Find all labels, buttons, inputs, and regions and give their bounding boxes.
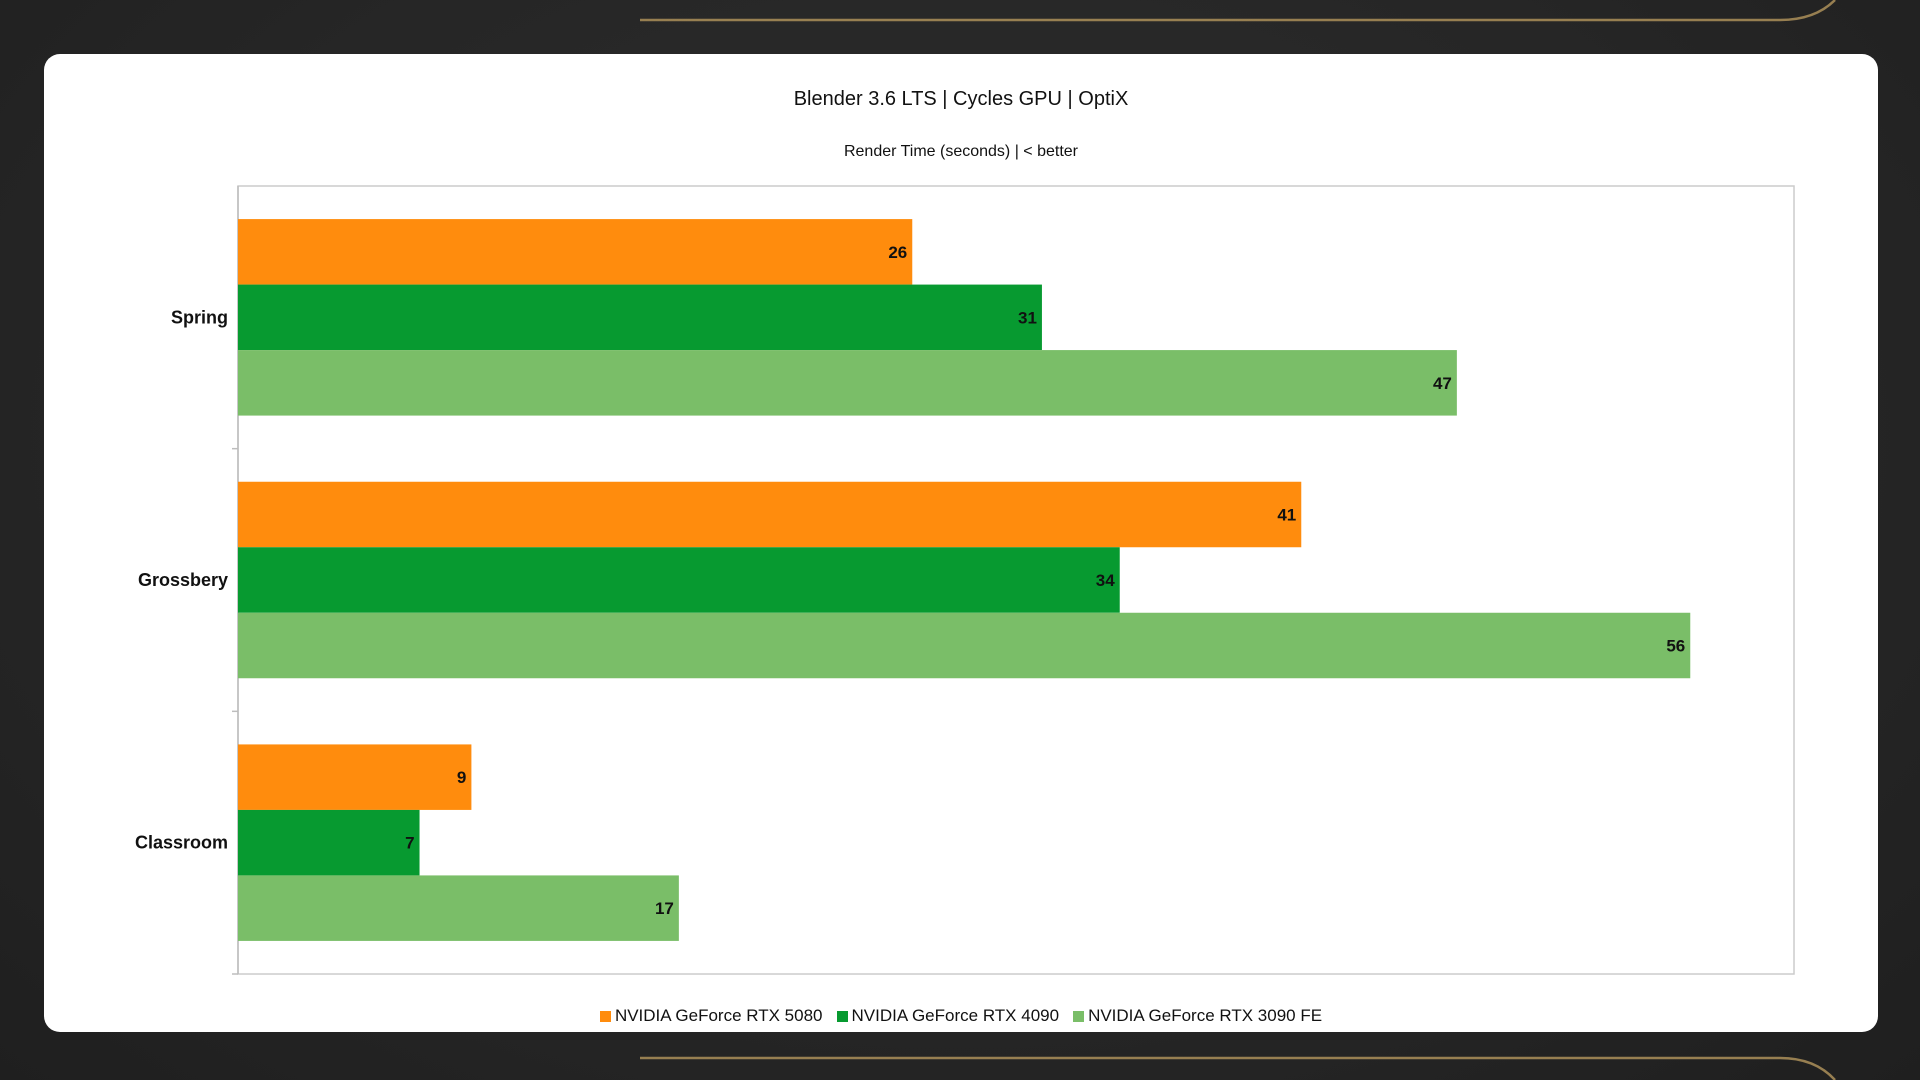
legend-item: NVIDIA GeForce RTX 3090 FE bbox=[1073, 1006, 1322, 1026]
data-label: 7 bbox=[405, 834, 414, 853]
legend-label: NVIDIA GeForce RTX 4090 bbox=[851, 1006, 1060, 1025]
legend-swatch bbox=[599, 1010, 611, 1022]
bar bbox=[238, 744, 472, 810]
data-label: 56 bbox=[1666, 637, 1685, 656]
data-label: 17 bbox=[655, 899, 674, 918]
bar bbox=[238, 219, 913, 285]
legend-label: NVIDIA GeForce RTX 5080 bbox=[614, 1006, 823, 1025]
bar bbox=[238, 612, 1691, 679]
bar-chart: Spring 26 31 47 Grossbery 41 34 56 Classroom 9 7 17 bbox=[135, 185, 1795, 975]
bar bbox=[238, 547, 1120, 613]
legend-item: NVIDIA GeForce RTX 4090 bbox=[836, 1006, 1060, 1026]
chart-card: Blender 3.6 LTS | Cycles GPU | OptiX Ren… bbox=[44, 54, 1878, 1032]
legend-item: NVIDIA GeForce RTX 5080 bbox=[599, 1006, 823, 1026]
data-label: 41 bbox=[1277, 506, 1296, 525]
data-label: 26 bbox=[888, 243, 907, 262]
bar bbox=[238, 809, 420, 876]
data-label: 31 bbox=[1018, 308, 1037, 327]
category-label: Spring bbox=[171, 307, 228, 327]
chart-subtitle: Render Time (seconds) | < better bbox=[843, 143, 1079, 160]
legend-label: NVIDIA GeForce RTX 3090 FE bbox=[1088, 1006, 1323, 1025]
legend-swatch bbox=[1073, 1010, 1085, 1022]
bottom-accent-line bbox=[640, 1056, 1836, 1080]
bar bbox=[238, 350, 1457, 416]
bar bbox=[238, 875, 679, 941]
top-accent-line bbox=[640, 0, 1836, 22]
data-label: 34 bbox=[1096, 571, 1115, 590]
legend-swatch bbox=[836, 1010, 848, 1022]
chart-title: Blender 3.6 LTS | Cycles GPU | OptiX bbox=[793, 88, 1129, 110]
chart-legend: NVIDIA GeForce RTX 5080 NVIDIA GeForce RT… bbox=[44, 1006, 1878, 1026]
data-label: 47 bbox=[1433, 374, 1452, 393]
bar bbox=[238, 284, 1042, 351]
bar bbox=[238, 481, 1302, 548]
category-label: Grossbery bbox=[138, 570, 228, 590]
data-label: 9 bbox=[457, 768, 466, 787]
category-label: Classroom bbox=[135, 833, 228, 853]
